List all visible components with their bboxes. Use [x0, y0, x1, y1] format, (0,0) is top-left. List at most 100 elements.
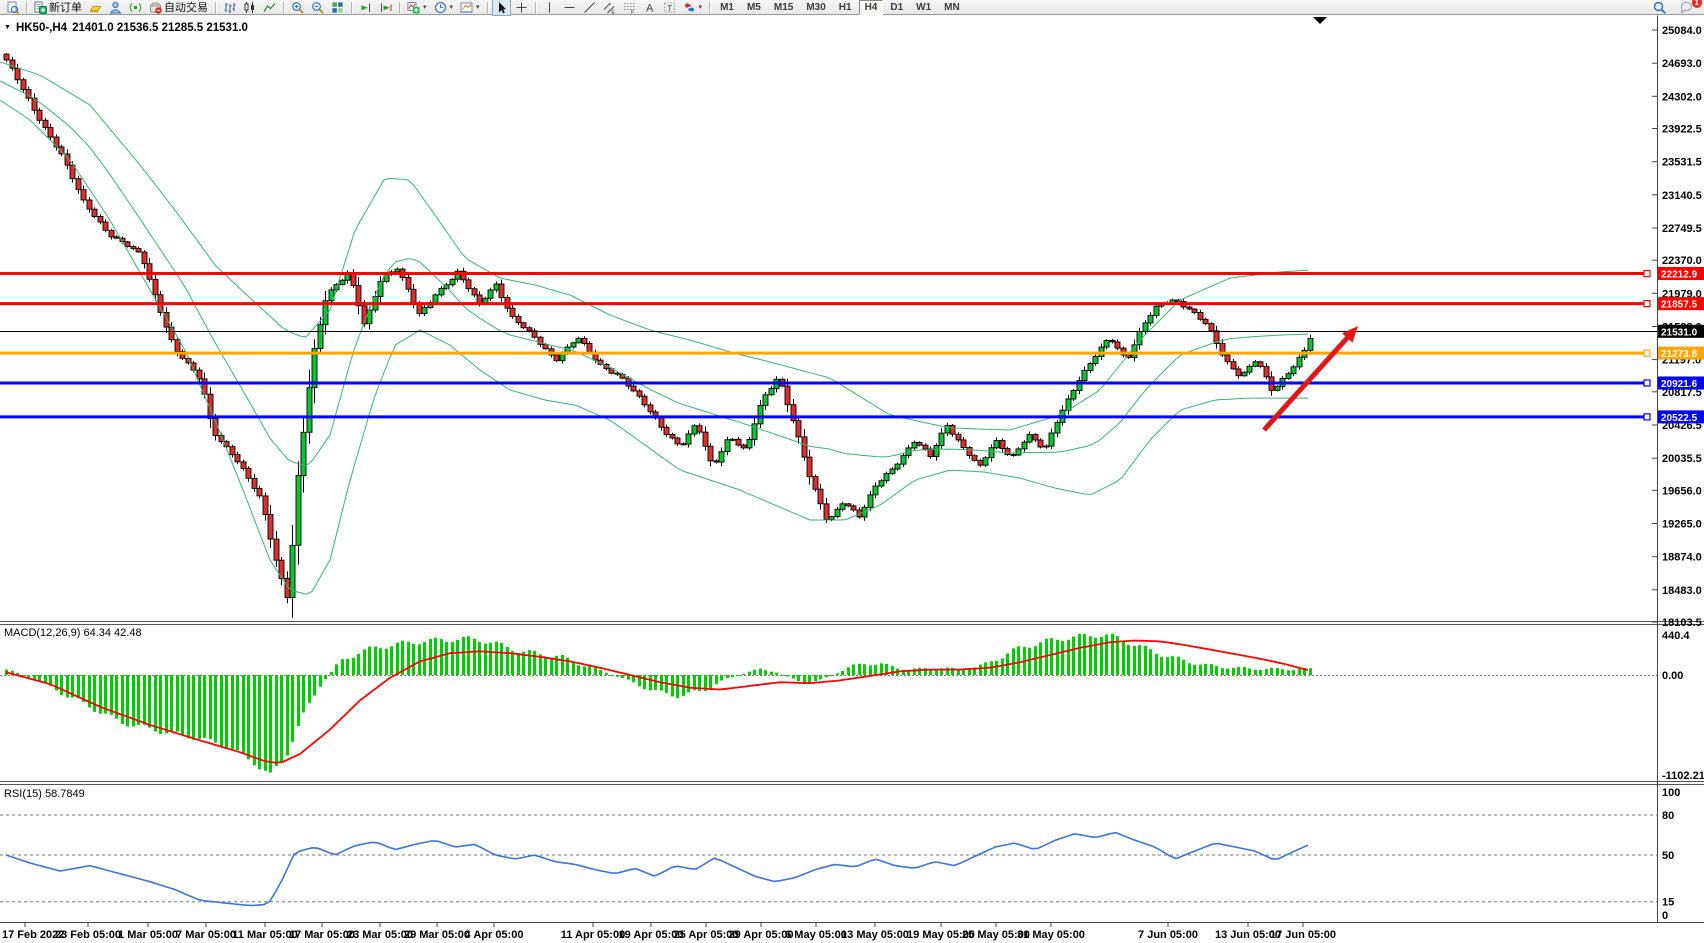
- cursor-button[interactable]: [491, 0, 511, 16]
- time-tick-label: 19 May 05:00: [907, 929, 975, 941]
- bollinger-upper-band: [0, 61, 1309, 431]
- autotrade-button[interactable]: 自动交易: [146, 0, 211, 16]
- timeframe-m15-button[interactable]: M15: [773, 1, 794, 13]
- zoom-out-button[interactable]: [308, 0, 327, 16]
- new-order-button[interactable]: 新订单: [31, 0, 85, 16]
- time-tick-label: 31 May 05:00: [1017, 929, 1085, 941]
- price-badge-label: 21273.8: [1661, 349, 1698, 360]
- text-icon: A: [646, 2, 654, 14]
- tile-windows-icon: [331, 1, 344, 13]
- trendline-button[interactable]: [580, 0, 599, 16]
- timeframe-w1-button[interactable]: W1: [916, 1, 932, 13]
- timeframe-h4-button[interactable]: H4: [858, 0, 884, 15]
- symbol-dropdown-icon[interactable]: ▼: [4, 24, 11, 31]
- panel-frames: [0, 15, 1704, 923]
- time-tick-label: 25 May 05:00: [962, 929, 1030, 941]
- candlestick-icon: [244, 1, 254, 13]
- trendline-icon: [583, 1, 595, 13]
- price-tick-label: 18483.0: [1662, 585, 1702, 597]
- rsi-axis-label: 80: [1662, 810, 1674, 822]
- templates-button[interactable]: ▾: [457, 0, 483, 16]
- chevron-down-icon[interactable]: ▾: [698, 4, 703, 11]
- timeframe-h1-button[interactable]: H1: [838, 1, 852, 13]
- zoom-in-button[interactable]: [288, 0, 307, 16]
- svg-text:A: A: [646, 2, 654, 14]
- line-chart-icon: [263, 2, 276, 12]
- time-tick-label: 17 Mar 05:00: [289, 929, 355, 941]
- hline-handle[interactable]: [1643, 269, 1651, 278]
- crosshair-icon: [516, 2, 527, 12]
- timeframe-m5-button[interactable]: M5: [746, 1, 761, 13]
- price-tick-label: 23531.5: [1662, 157, 1702, 169]
- chevron-down-icon[interactable]: ▾: [423, 4, 427, 11]
- svg-text:F: F: [631, 9, 634, 13]
- timeframe-d1-button[interactable]: D1: [890, 1, 904, 13]
- hline-handle[interactable]: [1643, 349, 1651, 357]
- indicators-button[interactable]: ▾: [404, 0, 430, 16]
- tile-windows-button[interactable]: [328, 0, 347, 16]
- signal-button[interactable]: [126, 0, 145, 16]
- bar-chart-icon: [224, 2, 236, 13]
- price-tick-label: 23140.5: [1662, 190, 1702, 202]
- print-preview-button[interactable]: [3, 0, 22, 16]
- chart-shift-button[interactable]: [376, 0, 395, 16]
- label-button[interactable]: T: [660, 0, 679, 16]
- time-tick-label: 25 Apr 05:00: [673, 929, 738, 941]
- print-preview-icon: [7, 1, 19, 14]
- line-chart-button[interactable]: [260, 0, 279, 16]
- svg-text:T: T: [667, 3, 672, 12]
- rsi-line: [5, 831, 1309, 907]
- svg-text:E: E: [611, 9, 615, 13]
- fibonacci-button[interactable]: F: [620, 0, 639, 16]
- bar-chart-button[interactable]: [220, 0, 239, 16]
- hline-button[interactable]: [560, 0, 579, 16]
- price-line-badges: 22212.9 21857.5 21531.0 21273.8 20921.6 20522…: [1658, 267, 1704, 424]
- chart-ohlc-values: 21401.0 21536.5 21285.5 21531.0: [72, 22, 248, 34]
- search-button[interactable]: [1650, 0, 1669, 16]
- hline-handle[interactable]: [1643, 379, 1651, 387]
- candles-layer: [3, 53, 1314, 618]
- time-tick-label: 7 Mar 05:00: [176, 929, 236, 941]
- hline-handle[interactable]: [1643, 300, 1651, 308]
- toolbar-right-tools: 1: [1650, 0, 1702, 16]
- price-tick-label: 22749.5: [1662, 223, 1702, 235]
- price-tick-label: 19265.0: [1662, 519, 1702, 531]
- timeframe-m30-button[interactable]: M30: [806, 1, 826, 13]
- toolbar-separator: [534, 1, 536, 13]
- text-button[interactable]: A: [640, 0, 659, 16]
- autoscroll-button[interactable]: [356, 0, 375, 16]
- trend-arrow-line[interactable]: [1262, 331, 1354, 432]
- time-tick-label: 11 Mar 05:00: [232, 929, 297, 941]
- chevron-down-icon[interactable]: ▾: [449, 4, 454, 11]
- bollinger-lower-band: [0, 99, 1308, 595]
- periods-button[interactable]: ▾: [431, 0, 457, 16]
- timeframe-mn-button[interactable]: MN: [944, 1, 960, 13]
- vline-button[interactable]: [540, 0, 559, 16]
- arrows-button[interactable]: ▾: [680, 0, 706, 16]
- chat-unread-badge: 1: [1691, 0, 1702, 8]
- channel-button[interactable]: E: [600, 0, 619, 16]
- price-badge: [1658, 410, 1704, 424]
- time-tick-label: 13 May 05:00: [841, 929, 909, 941]
- chevron-down-icon[interactable]: ▾: [476, 4, 480, 11]
- chat-button[interactable]: 1: [1677, 0, 1702, 16]
- timeframe-m1-button[interactable]: M1: [720, 1, 734, 13]
- toolbar-separator: [215, 1, 216, 13]
- time-tick-label: 23 Feb 05:00: [55, 929, 121, 941]
- price-tick-label: 18103.5: [1662, 617, 1702, 629]
- profile-button[interactable]: [106, 0, 125, 16]
- candlestick-button[interactable]: [240, 0, 259, 16]
- rsi-axis-label: 50: [1662, 850, 1674, 862]
- crosshair-button[interactable]: [512, 0, 531, 16]
- macd-signal-line: [5, 639, 1309, 764]
- chat-icon: [1680, 1, 1692, 14]
- price-tick-label: 20817.5: [1662, 387, 1702, 399]
- price-badge: [1658, 297, 1704, 311]
- gold-button[interactable]: [86, 0, 105, 16]
- price-badge-label: 20522.5: [1661, 413, 1698, 424]
- search-icon: [1653, 1, 1666, 14]
- hline-handle[interactable]: [1643, 413, 1651, 421]
- trend-arrow-head[interactable]: [1342, 326, 1358, 343]
